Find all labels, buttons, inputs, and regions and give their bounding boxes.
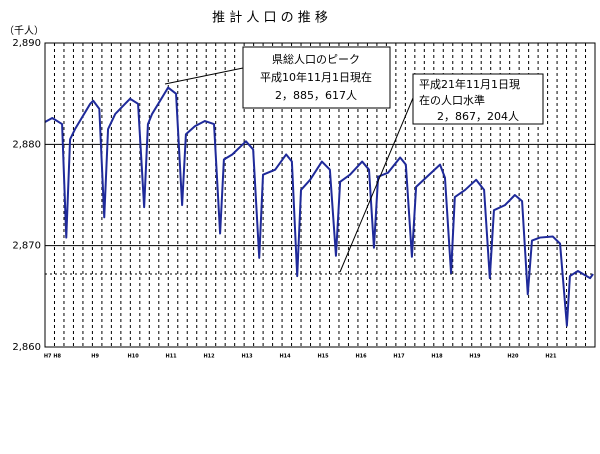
y-tick-label: 2,890 xyxy=(12,38,41,49)
annotation-text: 平成21年11月1日現 xyxy=(419,77,520,91)
x-tick-label: H7 xyxy=(44,354,52,360)
annotation-box xyxy=(242,46,391,109)
x-tick-label: H21 xyxy=(545,354,557,360)
x-tick-label: H17 xyxy=(393,354,405,360)
annotation-text: 2，867，204人 xyxy=(437,110,519,123)
leader-line xyxy=(164,67,244,85)
x-tick-label: H11 xyxy=(166,354,178,360)
x-tick-label: H9 xyxy=(91,354,99,360)
annotation-text: 2，885，617人 xyxy=(275,89,357,102)
y-tick-label: 2,880 xyxy=(12,139,41,150)
annotation-current: 平成21年11月1日現 在の人口水準 2，867，204人 xyxy=(339,73,544,273)
y-axis-label: （千人） xyxy=(4,25,44,37)
x-tick-label: H15 xyxy=(317,354,329,360)
x-tick-label: H12 xyxy=(204,354,216,360)
data-line xyxy=(44,86,594,327)
x-tick-label: H13 xyxy=(241,354,253,360)
leader-line xyxy=(339,97,414,273)
annotation-text: 在の人口水準 xyxy=(419,93,485,107)
annotation-peak: 県総人口のピーク 平成10年11月1日現在 2，885，617人 xyxy=(164,46,391,109)
chart-title: 推 計 人 口 の 推 移 xyxy=(212,10,328,26)
x-tick-label: H16 xyxy=(355,354,367,360)
x-tick-label: H20 xyxy=(507,354,519,360)
x-tick-label: H14 xyxy=(279,354,291,360)
x-tick-label: H8 xyxy=(53,354,61,360)
y-tick-label: 2,860 xyxy=(12,342,41,353)
y-tick-label: 2,870 xyxy=(12,241,41,252)
x-tick-label: H10 xyxy=(128,354,140,360)
annotation-text: 県総人口のピーク xyxy=(272,52,360,66)
annotation-box xyxy=(412,73,544,125)
x-tick-label: H18 xyxy=(431,354,443,360)
plot-border xyxy=(44,42,596,348)
x-tick-label: H19 xyxy=(469,354,481,360)
annotation-text: 平成10年11月1日現在 xyxy=(260,70,372,84)
